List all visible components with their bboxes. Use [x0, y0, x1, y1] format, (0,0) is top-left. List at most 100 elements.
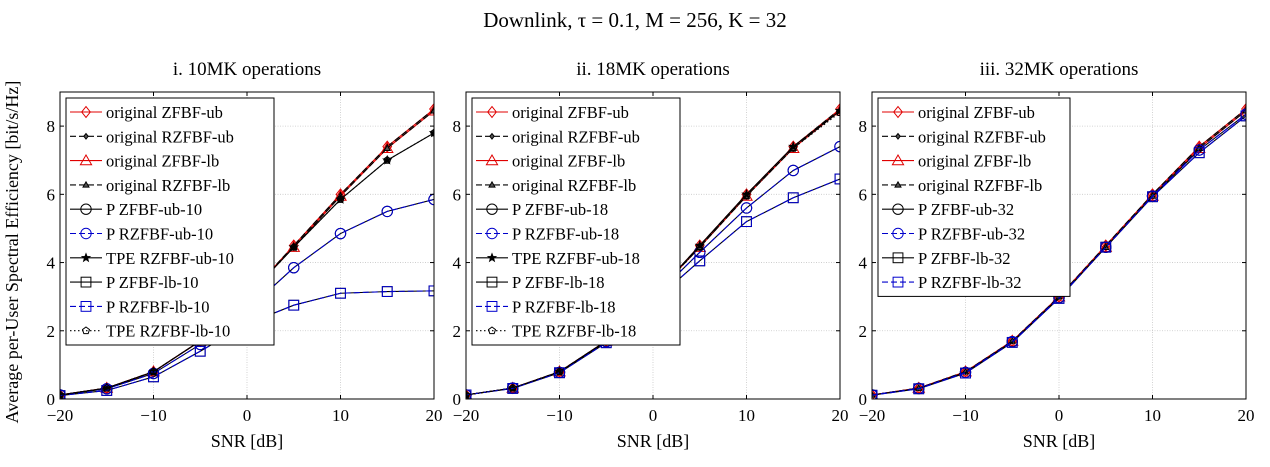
data-point	[381, 205, 393, 218]
legend-marker	[486, 203, 498, 215]
data-point	[1147, 191, 1158, 203]
data-point	[194, 345, 206, 357]
data-point	[336, 195, 345, 203]
legend-label: original RZFBF-ub	[918, 127, 1046, 146]
data-point	[427, 104, 434, 116]
x-axis-label: SNR [dB]	[211, 431, 284, 451]
x-tick-label: 0	[1055, 406, 1064, 425]
legend-label: P ZFBF-lb-18	[512, 273, 604, 292]
legend-label: original ZFBF-ub	[918, 103, 1035, 122]
y-tick-label: 6	[47, 185, 56, 204]
chart-title: iii. 32MK operations	[980, 59, 1139, 80]
data-point	[1193, 147, 1205, 159]
legend-marker	[486, 301, 498, 312]
data-point	[380, 141, 394, 153]
y-tick-label: 2	[859, 322, 868, 341]
y-tick-label: 6	[859, 185, 868, 204]
data-point	[149, 367, 158, 376]
legend-marker	[80, 203, 92, 215]
data-point	[507, 383, 519, 394]
data-point	[429, 128, 434, 137]
data-point	[1100, 241, 1112, 253]
legend-label: P ZFBF-ub-18	[512, 200, 608, 219]
data-point	[695, 242, 704, 251]
legend-label: P ZFBF-lb-10	[106, 273, 198, 292]
legend-box	[877, 97, 1071, 297]
legend-marker	[892, 227, 904, 240]
data-point	[428, 285, 434, 297]
legend-marker	[486, 227, 498, 240]
legend-label: original ZFBF-lb	[106, 152, 219, 171]
legend-label: P RZFBF-lb-10	[106, 297, 209, 316]
legend-label: original RZFBF-ub	[106, 127, 234, 146]
x-tick-label: 20	[426, 406, 443, 425]
data-point	[741, 216, 752, 228]
data-point	[334, 227, 347, 240]
data-point	[1146, 189, 1159, 201]
x-tick-label: 20	[832, 406, 849, 425]
figure-y-axis-label: Average per-User Spectral Efficiency [bi…	[2, 81, 22, 424]
data-point	[508, 383, 517, 392]
legend: original ZFBF-ub original RZFBF-ub origina…	[65, 97, 275, 346]
data-point	[383, 144, 392, 152]
data-point	[1099, 240, 1113, 252]
x-tick-label: −20	[47, 406, 74, 425]
y-tick-label: 0	[859, 390, 868, 409]
legend-marker	[488, 180, 496, 188]
legend-box	[65, 97, 275, 346]
x-tick-label: −10	[952, 406, 979, 425]
chart-title: ii. 18MK operations	[576, 59, 730, 80]
legend-label: P ZFBF-lb-32	[918, 249, 1010, 268]
legend-label: P RZFBF-lb-32	[918, 273, 1021, 292]
legend-label: original ZFBF-ub	[106, 103, 223, 122]
legend-label: P ZFBF-ub-10	[106, 200, 202, 219]
legend-marker	[80, 252, 92, 263]
y-tick-label: 8	[859, 117, 868, 136]
data-point	[289, 242, 298, 251]
data-point	[872, 389, 878, 399]
legend-marker	[894, 180, 902, 188]
data-point	[789, 143, 798, 152]
legend-marker	[895, 132, 901, 140]
data-point	[60, 390, 66, 399]
legend-label: P RZFBF-ub-32	[918, 225, 1025, 244]
data-point	[740, 189, 753, 201]
data-point	[430, 106, 434, 114]
data-point	[555, 367, 564, 376]
x-axis-label: SNR [dB]	[617, 431, 690, 451]
legend-marker	[83, 132, 89, 140]
legend-marker	[486, 276, 498, 288]
legend-label: original RZFBF-lb	[918, 176, 1042, 195]
x-tick-label: 0	[649, 406, 658, 425]
data-point	[1242, 106, 1246, 114]
x-axis-label: SNR [dB]	[1023, 431, 1096, 451]
data-point	[288, 299, 300, 311]
legend-label: TPE RZFBF-ub-18	[512, 249, 640, 268]
chart-title: i. 10MK operations	[173, 59, 321, 80]
data-point	[835, 102, 840, 116]
x-tick-label: 10	[1144, 406, 1161, 425]
data-point	[835, 108, 840, 116]
legend-marker	[893, 105, 903, 119]
legend-label: TPE RZFBF-lb-18	[512, 322, 636, 341]
data-point	[429, 102, 434, 116]
series-line	[872, 115, 1246, 396]
x-tick-label: −10	[546, 406, 573, 425]
data-point	[787, 164, 799, 177]
legend-marker	[489, 132, 495, 140]
legend-marker	[891, 153, 905, 166]
y-tick-label: 8	[47, 117, 56, 136]
legend-marker	[81, 326, 91, 335]
series-group	[872, 102, 1246, 399]
y-tick-label: 6	[453, 185, 462, 204]
legend-marker	[892, 203, 904, 215]
legend-label: original RZFBF-ub	[512, 127, 640, 146]
x-tick-label: −20	[859, 406, 886, 425]
y-tick-label: 2	[453, 322, 462, 341]
y-tick-label: 4	[859, 254, 868, 273]
data-point	[288, 261, 300, 274]
figure-title: Downlink, τ = 0.1, M = 256, K = 32	[483, 8, 787, 32]
data-point	[913, 383, 925, 395]
